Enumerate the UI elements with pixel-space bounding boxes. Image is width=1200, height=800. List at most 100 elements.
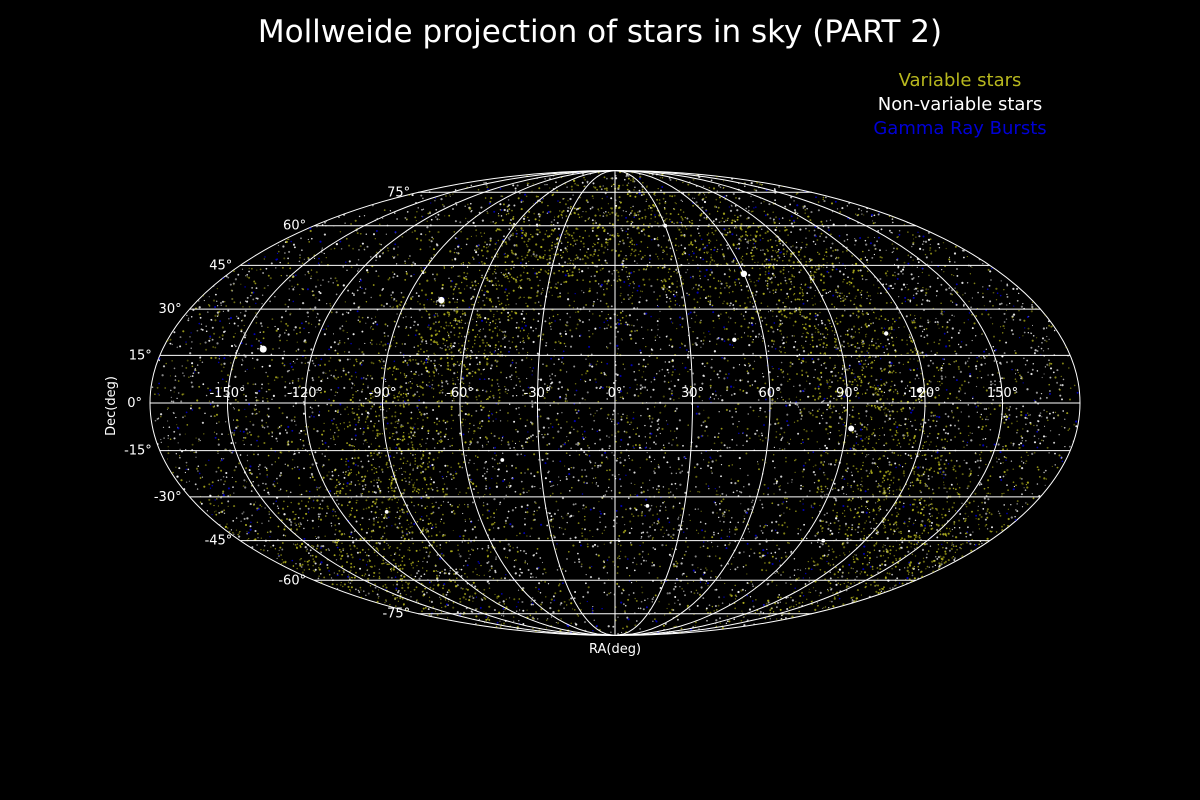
non-variable-star-point — [781, 217, 784, 219]
non-variable-star-point — [490, 565, 493, 568]
non-variable-star-point — [573, 428, 575, 431]
non-variable-star-point — [730, 204, 732, 206]
non-variable-star-point — [279, 261, 281, 264]
non-variable-star-point — [457, 378, 460, 381]
non-variable-star-point — [794, 340, 797, 343]
gamma-ray-burst-point — [684, 366, 687, 369]
non-variable-star-point — [880, 590, 883, 593]
non-variable-star-point — [311, 378, 315, 382]
non-variable-star-point — [1010, 460, 1013, 462]
non-variable-star-point — [589, 461, 592, 464]
non-variable-star-point — [318, 515, 320, 518]
non-variable-star-point — [386, 325, 389, 327]
non-variable-star-point — [891, 221, 894, 224]
non-variable-star-point — [824, 324, 826, 326]
non-variable-star-point — [528, 219, 530, 222]
non-variable-star-point — [468, 363, 471, 366]
non-variable-star-point — [745, 285, 748, 288]
variable-star-point — [375, 415, 378, 418]
non-variable-star-point — [542, 573, 544, 575]
non-variable-star-point — [875, 480, 877, 482]
non-variable-star-point — [662, 235, 665, 237]
variable-star-point — [469, 372, 472, 375]
gamma-ray-burst-point — [511, 361, 514, 364]
non-variable-star-point — [699, 219, 701, 221]
non-variable-star-point — [470, 298, 472, 300]
non-variable-star-point — [748, 555, 751, 557]
non-variable-star-point — [449, 503, 452, 506]
non-variable-star-point — [537, 320, 540, 322]
non-variable-star-point — [570, 335, 574, 338]
non-variable-star-point — [435, 370, 437, 372]
non-variable-star-point — [735, 526, 737, 528]
non-variable-star-point — [1061, 383, 1064, 387]
non-variable-star-point — [1026, 359, 1029, 362]
non-variable-star-point — [1038, 438, 1040, 440]
gamma-ray-burst-point — [906, 577, 909, 580]
non-variable-star-point — [415, 572, 419, 575]
non-variable-star-point — [439, 544, 442, 546]
non-variable-star-point — [677, 518, 679, 520]
non-variable-star-point — [591, 206, 594, 209]
non-variable-star-point — [872, 458, 875, 460]
non-variable-star-point — [682, 572, 684, 575]
non-variable-star-point — [943, 362, 945, 365]
gamma-ray-burst-point — [379, 403, 382, 406]
non-variable-star-point — [778, 256, 781, 259]
variable-star-point — [865, 506, 867, 508]
non-variable-star-point — [808, 489, 811, 492]
non-variable-star-point — [926, 299, 929, 302]
non-variable-star-point — [573, 365, 576, 368]
non-variable-star-point — [825, 421, 828, 425]
non-variable-star-point — [985, 418, 987, 421]
non-variable-star-point — [415, 292, 418, 294]
non-variable-star-point — [400, 536, 403, 539]
non-variable-star-point — [773, 263, 775, 265]
non-variable-star-point — [558, 381, 561, 384]
gamma-ray-burst-point — [600, 512, 602, 515]
non-variable-star-point — [888, 417, 891, 420]
non-variable-star-point — [911, 446, 914, 449]
non-variable-star-point — [621, 339, 623, 341]
non-variable-star-point — [731, 517, 733, 519]
non-variable-star-point — [1052, 371, 1055, 374]
non-variable-star-point — [462, 564, 465, 567]
non-variable-star-point — [784, 551, 787, 554]
non-variable-star-point — [582, 595, 585, 598]
non-variable-star-point — [857, 526, 860, 529]
gamma-ray-burst-point — [817, 385, 820, 388]
non-variable-star-point — [517, 335, 520, 338]
variable-star-point — [862, 345, 864, 348]
non-variable-star-point — [723, 444, 726, 447]
non-variable-star-point — [456, 252, 458, 254]
non-variable-star-point — [931, 565, 934, 568]
non-variable-star-point — [1010, 516, 1013, 519]
non-variable-star-point — [444, 344, 446, 347]
gamma-ray-burst-point — [638, 285, 641, 288]
non-variable-star-point — [532, 330, 535, 332]
non-variable-star-point — [440, 364, 442, 367]
gamma-ray-burst-point — [898, 582, 901, 584]
non-variable-star-point — [321, 453, 324, 455]
non-variable-star-point — [375, 270, 378, 272]
non-variable-star-point — [977, 291, 979, 294]
non-variable-star-point — [508, 549, 511, 552]
gamma-ray-burst-point — [406, 513, 409, 515]
gamma-ray-burst-point — [540, 523, 543, 526]
non-variable-star-point — [400, 291, 403, 294]
non-variable-star-point — [537, 312, 540, 315]
non-variable-star-point — [640, 600, 643, 603]
variable-star-point — [857, 412, 860, 415]
non-variable-star-point — [964, 292, 966, 294]
gamma-ray-burst-point — [975, 406, 978, 408]
non-variable-star-point — [426, 591, 428, 594]
non-variable-star-point — [831, 211, 834, 213]
non-variable-star-point — [509, 365, 512, 367]
non-variable-star-point — [465, 243, 468, 246]
gamma-ray-burst-point — [702, 258, 705, 261]
non-variable-star-point — [446, 383, 449, 385]
gamma-ray-burst-point — [606, 196, 608, 198]
gamma-ray-burst-point — [1005, 459, 1007, 461]
non-variable-star-point — [605, 211, 607, 213]
gamma-ray-burst-point — [763, 424, 765, 426]
